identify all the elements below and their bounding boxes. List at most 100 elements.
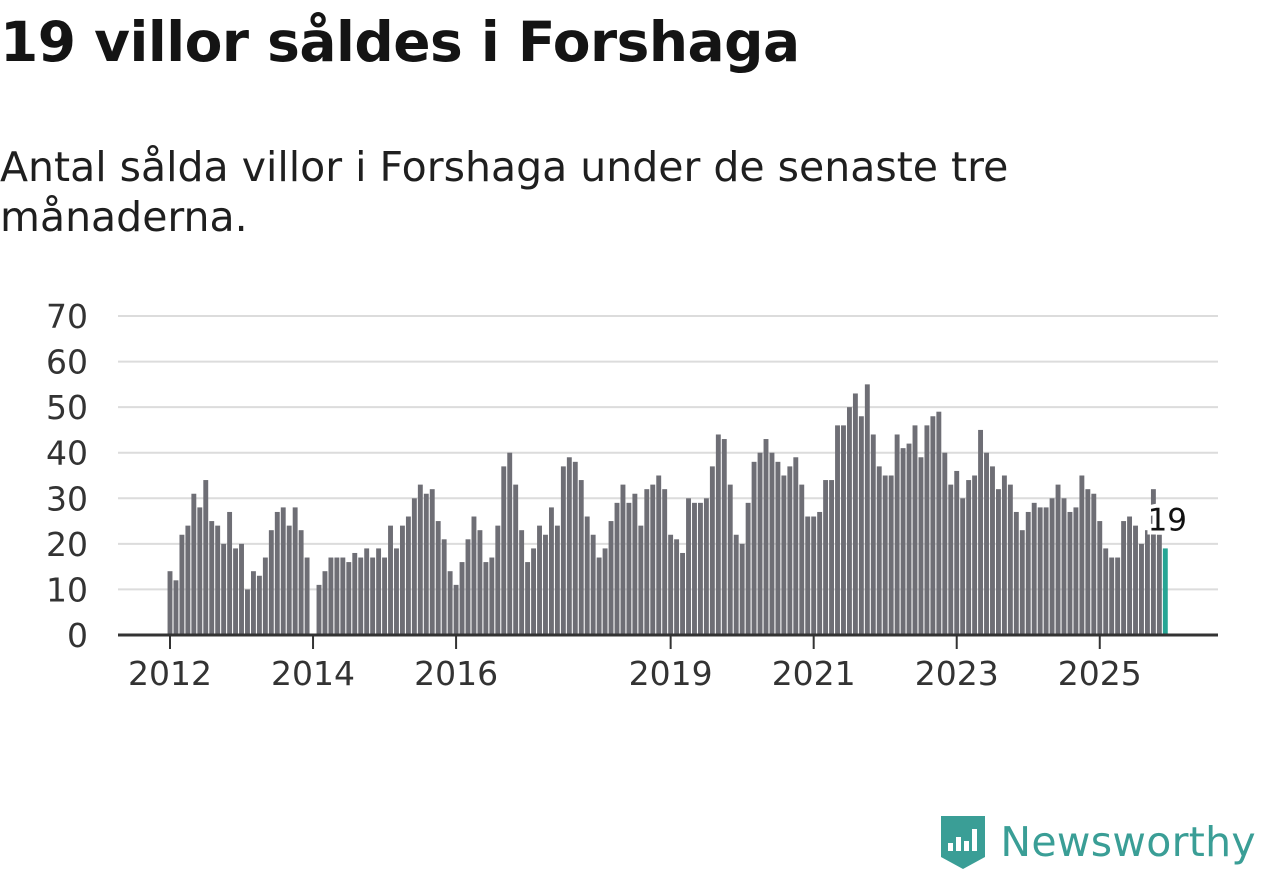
bar [1049,498,1055,635]
bar [537,525,542,635]
bar [316,584,322,635]
bar [256,575,262,635]
bar [966,480,972,635]
bar [799,484,805,635]
bar [954,470,960,635]
bar [852,393,858,635]
y-tick-label: 60 [46,343,88,382]
bar [1019,530,1025,635]
bar [924,425,930,635]
bar [1055,484,1061,635]
bar [328,557,334,635]
x-tick-label: 2021 [772,654,856,693]
bar [340,557,346,635]
bar [930,416,936,635]
bar [811,516,817,635]
bar [543,534,548,635]
bar [411,498,417,635]
bar-chart: 0 10 20 30 40 50 60 70 2012 2014 2016 2019 2021 2023 2… [46,297,1218,693]
page-subtitle: Antal sålda villor i Forshaga under de s… [0,143,1009,241]
bar [173,580,179,635]
bar [912,425,918,635]
bar [960,498,966,635]
bar [262,557,268,635]
bar [763,439,769,635]
bar [584,516,590,635]
bar [334,557,340,635]
bar [399,525,405,635]
bar [501,466,507,635]
bar [1115,557,1121,635]
bar [995,489,1001,635]
bar [1061,498,1067,635]
bar [692,502,697,635]
x-tick-label: 2014 [271,654,355,693]
x-tick-label: 2016 [414,654,498,693]
bar [793,457,799,635]
bar [268,530,274,635]
bar [846,407,852,635]
bar [447,571,453,635]
page-title: 19 villor såldes i Forshaga [0,10,800,74]
bar [1085,489,1091,635]
bar [697,502,703,635]
bar [620,484,626,635]
x-tick-label: 2025 [1058,654,1142,693]
bar [394,548,399,635]
bar [632,493,638,635]
bar [1121,521,1127,635]
bar [1067,511,1073,635]
bar [703,498,709,635]
bar [876,466,882,635]
bar [370,557,376,635]
y-tick-label: 20 [46,525,88,564]
bar [1133,525,1138,635]
bar [817,511,823,635]
bar [942,452,948,635]
bar [286,525,292,635]
bar [239,543,244,635]
bar [364,548,370,635]
bar [566,457,572,635]
bar [721,439,727,635]
bar [984,452,989,635]
bar [388,525,393,635]
bar [572,461,578,635]
bar [1139,543,1144,635]
bar [745,502,751,635]
bar [1025,511,1031,635]
bar [1156,534,1162,635]
bar [787,466,793,635]
bar [590,534,596,635]
bar [525,562,531,635]
bar [352,552,358,635]
bar [465,539,471,635]
bar [674,539,680,635]
bar [1001,475,1007,635]
bar [805,516,811,635]
bar [250,571,256,635]
bar [513,484,519,635]
bar [376,548,382,635]
bar [191,493,197,635]
bar [757,452,763,635]
bar [304,557,310,635]
bar [870,434,876,635]
bar [1109,557,1115,635]
bar [298,530,304,635]
bar [1150,489,1156,635]
x-tick-label: 2023 [915,654,999,693]
bar [751,461,757,635]
bar [197,507,203,635]
bar [578,480,584,635]
bar [280,507,286,635]
x-tick-label: 2012 [128,654,212,693]
bar [423,493,429,635]
bar [531,548,537,635]
bar [245,589,250,635]
bar [841,425,846,635]
bar [739,543,745,635]
newsworthy-logo-icon [941,816,986,869]
bar [888,475,894,635]
bar-highlight [1162,548,1168,635]
